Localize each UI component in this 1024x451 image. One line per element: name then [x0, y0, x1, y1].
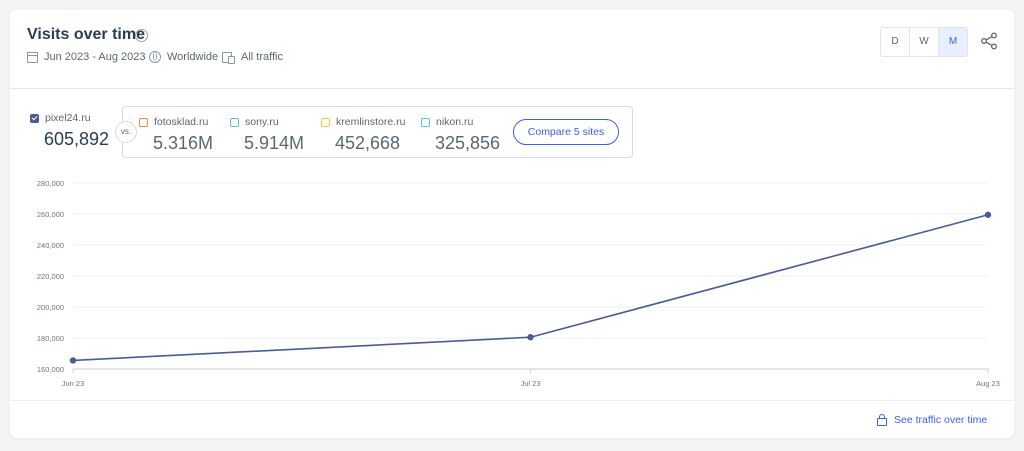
region: Worldwide — [149, 51, 218, 63]
y-tick-label: 220,000 — [37, 272, 64, 281]
lock-icon — [877, 413, 887, 426]
visits-line-chart: 160,000 180,000 200,000 220,000 240,000 260,0… — [37, 179, 1000, 388]
y-tick-label: 260,000 — [37, 210, 64, 219]
date-range-label: Jun 2023 - Aug 2023 — [44, 51, 146, 63]
compare-site-3: kremlinstore.ru 452,668 — [321, 116, 405, 154]
page-title: Visits over time — [27, 26, 145, 43]
footer-divider — [10, 400, 1014, 401]
compare-site-checkbox[interactable] — [321, 117, 330, 127]
compare-site-checkbox[interactable] — [230, 117, 239, 127]
vs-badge: vs. — [115, 121, 137, 143]
compare-sites-panel: fotosklad.ru 5.316M sony.ru 5.914M kreml… — [122, 106, 633, 158]
compare-site-4: nikon.ru 325,856 — [421, 116, 500, 154]
y-tick-label: 180,000 — [37, 334, 64, 343]
compare-site-1: fotosklad.ru 5.316M — [139, 116, 213, 154]
see-traffic-link[interactable]: See traffic over time — [877, 413, 988, 426]
y-tick-label: 240,000 — [37, 241, 64, 250]
x-tick-label: Aug 23 — [976, 379, 1000, 388]
compare-sites-button[interactable]: Compare 5 sites — [513, 119, 619, 145]
compare-site-name: fotosklad.ru — [154, 116, 209, 128]
y-tick-label: 160,000 — [37, 365, 64, 374]
x-tick-label: Jun 23 — [62, 379, 85, 388]
calendar-icon — [27, 51, 38, 63]
period-day-button[interactable]: D — [881, 28, 910, 56]
data-point — [69, 357, 77, 364]
globe-icon — [149, 51, 161, 63]
traffic-type-label: All traffic — [241, 51, 283, 63]
compare-site-value: 452,668 — [335, 133, 401, 153]
data-point — [984, 211, 992, 218]
y-tick-label: 200,000 — [37, 303, 64, 312]
visits-card: Visits over time i Jun 2023 - Aug 2023 W… — [10, 10, 1014, 438]
primary-site-name: pixel24.ru — [45, 112, 91, 124]
header-divider — [10, 88, 1014, 89]
compare-site-name: sony.ru — [245, 116, 279, 128]
compare-site-value: 5.316M — [153, 133, 214, 153]
period-week-button[interactable]: W — [910, 28, 939, 56]
y-tick-label: 280,000 — [37, 179, 64, 188]
period-month-button[interactable]: M — [939, 28, 967, 56]
period-toggle: D W M — [880, 27, 968, 57]
compare-site-value: 325,856 — [435, 133, 501, 153]
x-tick-label: Jul 23 — [520, 379, 540, 388]
info-icon[interactable]: i — [135, 29, 148, 42]
share-icon[interactable] — [980, 32, 998, 50]
primary-site: pixel24.ru 605,892 — [30, 112, 109, 150]
data-point — [527, 334, 534, 341]
region-label: Worldwide — [167, 51, 219, 63]
primary-site-checkbox[interactable] — [30, 113, 39, 123]
compare-site-value: 5.914M — [244, 133, 305, 153]
compare-site-2: sony.ru 5.914M — [230, 116, 304, 154]
date-range: Jun 2023 - Aug 2023 — [27, 51, 146, 63]
compare-site-checkbox[interactable] — [139, 117, 148, 127]
traffic-type: All traffic — [222, 51, 283, 64]
see-traffic-label: See traffic over time — [894, 414, 988, 426]
primary-site-value: 605,892 — [44, 129, 110, 149]
devices-icon — [222, 51, 235, 64]
compare-site-name: kremlinstore.ru — [336, 116, 406, 128]
compare-site-name: nikon.ru — [436, 116, 474, 128]
compare-site-checkbox[interactable] — [421, 117, 430, 127]
